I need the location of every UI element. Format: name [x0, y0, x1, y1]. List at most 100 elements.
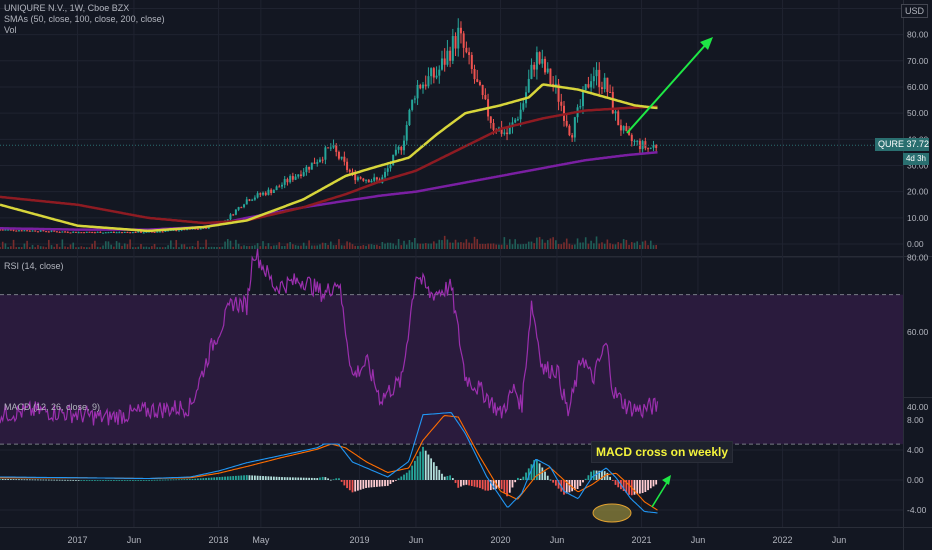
candle-body [400, 146, 403, 151]
volume-bar [311, 245, 313, 249]
currency-button[interactable]: USD [900, 4, 928, 18]
macd-histogram-bar [622, 480, 625, 492]
volume-bar [183, 244, 186, 249]
macd-histogram-bar [77, 480, 80, 481]
volume-bar [297, 245, 300, 249]
macd-histogram-bar [365, 480, 367, 488]
volume-bar [541, 239, 544, 249]
macd-histogram-bar [340, 480, 343, 482]
candle-body [519, 109, 522, 120]
moving-averages [0, 83, 903, 233]
volume-bar [574, 244, 576, 249]
volume-bar [560, 244, 563, 249]
volume-bar [327, 244, 329, 249]
volume-bar [414, 237, 416, 249]
volume-bar [367, 244, 370, 249]
macd-histogram-bar [256, 475, 259, 480]
price-tick-label: 40.00 [907, 402, 929, 412]
candle-body [23, 230, 26, 232]
macd-histogram-bar [538, 463, 541, 480]
volume-bar [94, 240, 96, 249]
macd-histogram-bar [492, 480, 495, 490]
candle-body [481, 84, 484, 96]
macd-histogram-bar [118, 480, 121, 481]
volume-bar [123, 243, 126, 249]
candle-body [633, 140, 636, 142]
macd-histogram-bar [465, 480, 468, 485]
volume-bar [555, 240, 557, 249]
volume-bar [498, 244, 500, 249]
macd-histogram-bar [259, 475, 262, 480]
volume-bar [630, 242, 633, 249]
macd-histogram-bar [335, 478, 338, 480]
volume-bar [495, 244, 498, 249]
candle-body [310, 162, 313, 170]
macd-histogram-bar [142, 480, 145, 481]
volume-bar [403, 240, 405, 249]
macd-histogram-bar [1, 479, 4, 480]
candle-body [134, 231, 137, 233]
sma100-line [0, 105, 658, 225]
macd-histogram-bar [148, 479, 151, 481]
volume-bar [628, 244, 630, 249]
candle-body [291, 176, 294, 180]
volume-bar [191, 245, 194, 249]
candle-body [245, 199, 248, 205]
candle-body [506, 132, 509, 135]
macd-histogram-bar [611, 480, 614, 481]
volume-bar [400, 245, 403, 249]
time-tick-label: Jun [127, 535, 142, 545]
macd-histogram-bar [595, 470, 598, 480]
macd-histogram-bar [123, 480, 126, 481]
candle-body [299, 174, 302, 176]
candle-body [489, 116, 492, 123]
macd-histogram-bar [324, 477, 327, 480]
macd-histogram-bar [487, 480, 489, 491]
candle-body [42, 230, 45, 232]
price-tick-label: 50.00 [907, 108, 929, 118]
volume-bar [411, 242, 413, 249]
volume-bar [348, 242, 351, 249]
volume-bar [10, 246, 12, 249]
macd-histogram-bar [31, 479, 34, 481]
volume-bar [584, 237, 587, 249]
candle-body [595, 69, 598, 77]
macd-histogram-bar [449, 475, 452, 480]
macd-histogram-bar [359, 480, 362, 490]
candle-body [655, 145, 658, 148]
candle-body [205, 227, 208, 229]
macd-histogram-bar [159, 479, 161, 481]
macd-histogram-bar [226, 476, 229, 480]
upward-arrowhead-macd [662, 475, 671, 485]
price-tick-label: 20.00 [907, 187, 929, 197]
macd-histogram-bar [183, 479, 186, 480]
candle-body [397, 146, 400, 150]
candle-body [470, 54, 473, 70]
candle-body [74, 231, 77, 233]
candle-body [20, 230, 23, 232]
volume-bar [199, 247, 202, 249]
price-tick-label: 0.00 [907, 239, 924, 249]
volume-bar [91, 243, 93, 249]
volume-bar [221, 246, 224, 249]
volume-bar [205, 239, 207, 249]
volume-bar [115, 241, 118, 249]
macd-histogram-bar [541, 467, 544, 480]
candle-body [251, 199, 254, 201]
macd-histogram-bar [310, 477, 313, 480]
macd-histogram-bar [237, 475, 240, 480]
volume-bar [603, 243, 606, 249]
macd-histogram-bar [435, 466, 438, 480]
candle-body [560, 101, 563, 106]
volume-bar [343, 245, 346, 249]
price-tick-label: 70.00 [907, 56, 929, 66]
volume-bar [172, 247, 175, 249]
main-legend: UNIQURE N.V., 1W, Cboe BZX SMAs (50, clo… [4, 3, 165, 36]
candle-body [118, 232, 121, 234]
macd-histogram-bar [115, 480, 118, 481]
macd-histogram-bar [647, 480, 649, 491]
candle-body [123, 232, 126, 234]
macd-histogram-bar [129, 480, 132, 481]
volume-bar [636, 241, 639, 249]
volume-bar [134, 247, 137, 249]
